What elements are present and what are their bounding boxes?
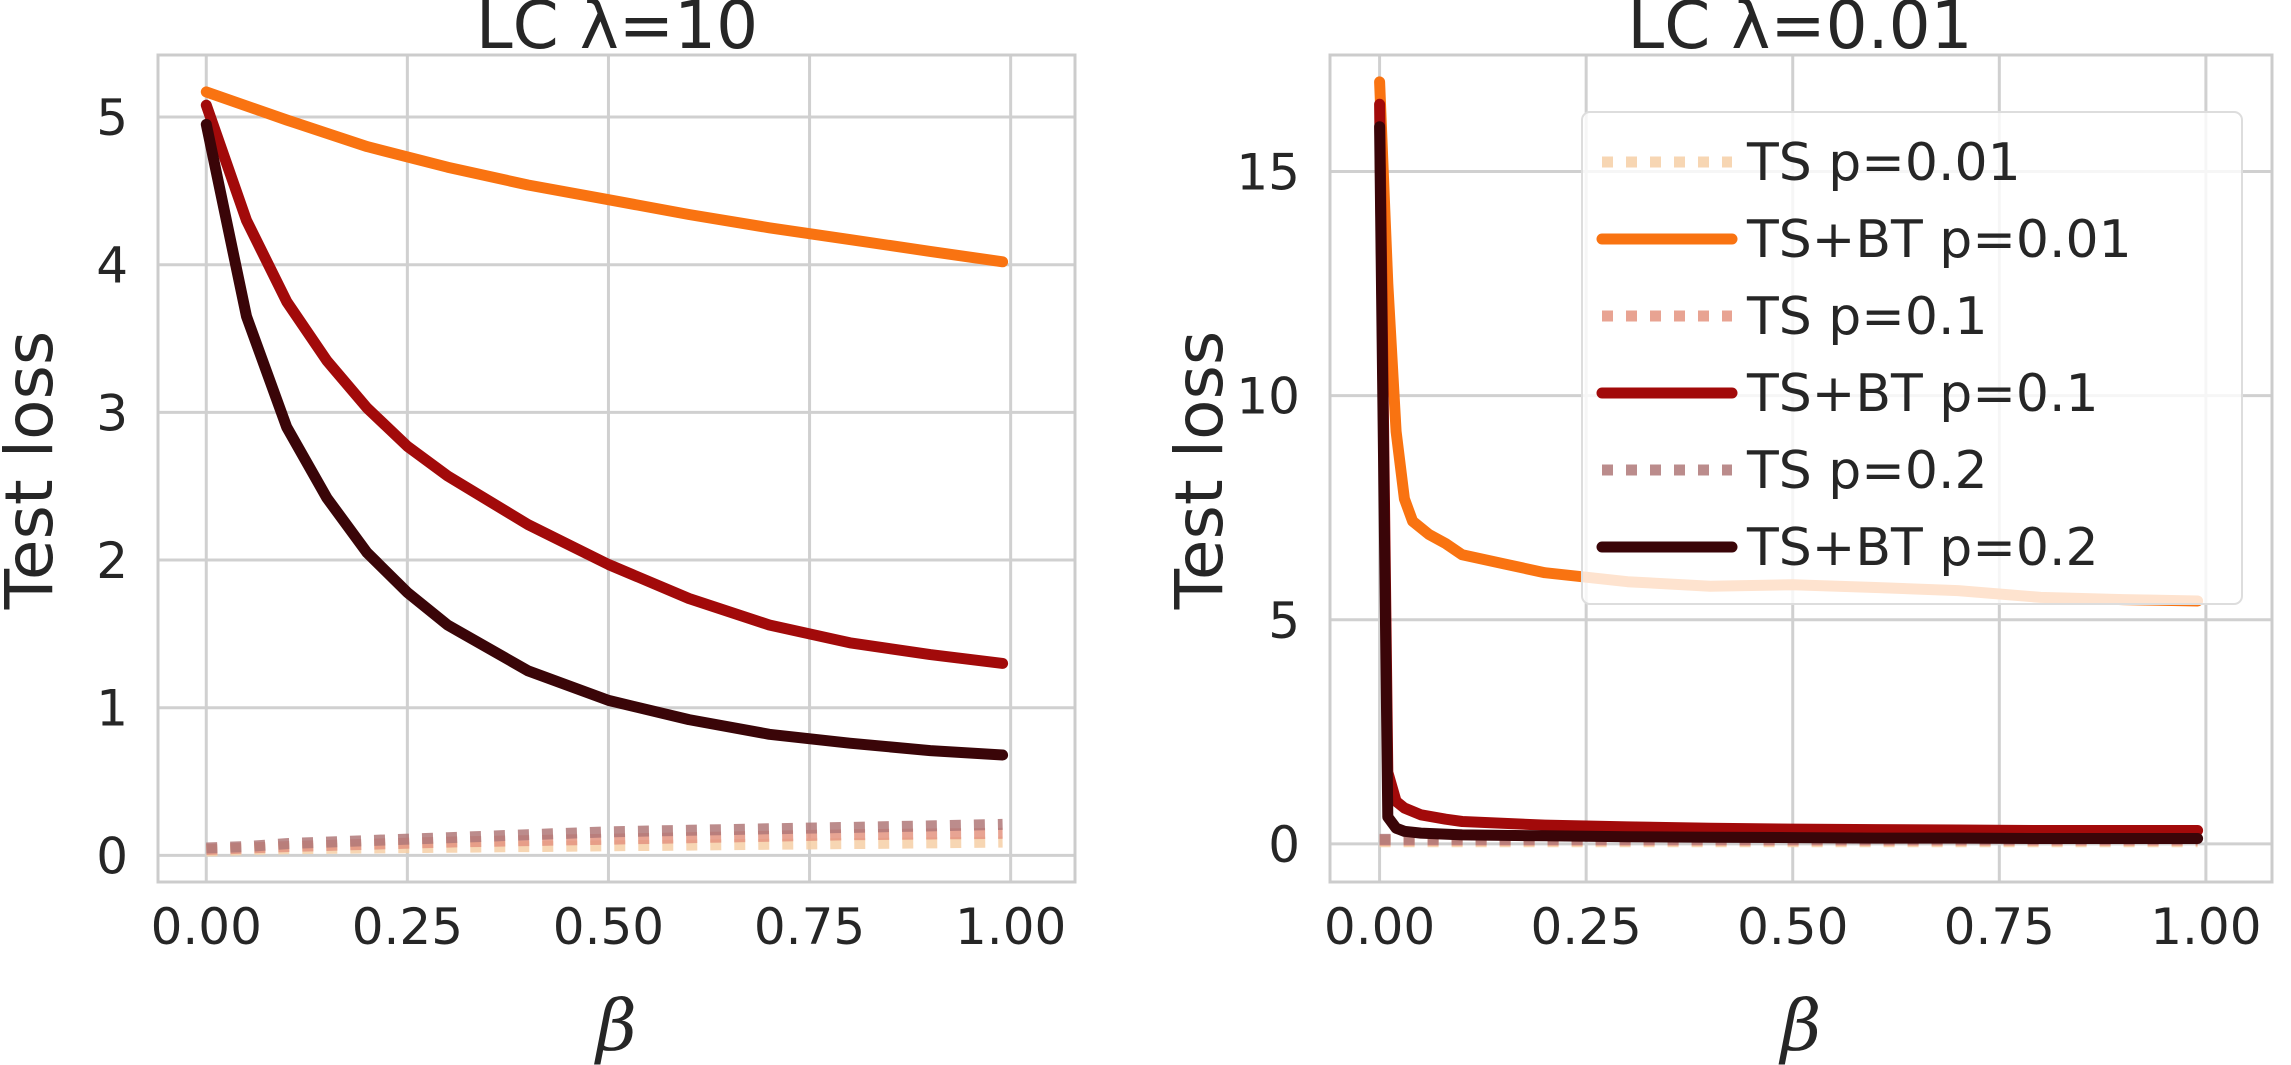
y-tick-label: 5 bbox=[96, 89, 128, 147]
series-line-ts-p-0-2 bbox=[206, 818, 1003, 854]
x-tick-label: 0.00 bbox=[1324, 898, 1435, 956]
series-line-ts-bt-p-0-1 bbox=[1374, 98, 2204, 836]
chart-title: LC λ=10 bbox=[476, 0, 758, 64]
y-tick-label: 10 bbox=[1236, 368, 1300, 426]
chart-title: LC λ=0.01 bbox=[1627, 0, 1972, 64]
y-axis-label: Test loss bbox=[0, 331, 68, 610]
legend-label: TS+BT p=0.2 bbox=[1746, 518, 2099, 578]
series-line-ts-bt-p-0-01 bbox=[200, 86, 1009, 268]
legend-label: TS p=0.01 bbox=[1746, 133, 2021, 193]
legend-label: TS+BT p=0.01 bbox=[1746, 210, 2132, 270]
y-tick-label: 3 bbox=[96, 384, 128, 442]
x-tick-label: 0.50 bbox=[1737, 898, 1848, 956]
x-tick-label: 0.00 bbox=[151, 898, 262, 956]
x-tick-label: 0.50 bbox=[553, 898, 664, 956]
x-tick-label: 0.25 bbox=[352, 898, 463, 956]
plot-frame bbox=[156, 53, 1077, 884]
series-line-ts-bt-p-0-2 bbox=[200, 118, 1009, 761]
x-tick-label: 1.00 bbox=[955, 898, 1066, 956]
x-tick-label: 0.75 bbox=[754, 898, 865, 956]
plot-frame bbox=[1328, 53, 2274, 884]
legend: TS p=0.01 TS+BT p=0.01 TS p=0.1 TS+BT p=0.1… bbox=[1581, 111, 2243, 605]
y-tick-label: 2 bbox=[96, 532, 128, 590]
chart-panel-lambda-0.01: 0.00 0.25 0.50 0.75 1.00 0 5 10 15 LC λ=0.01 Test … bbox=[1161, 0, 2274, 1065]
x-tick-label: 0.75 bbox=[1944, 898, 2055, 956]
series-line-ts-bt-p-0-2 bbox=[1374, 121, 2204, 844]
legend-box bbox=[1581, 111, 2243, 605]
legend-label: TS+BT p=0.1 bbox=[1746, 364, 2099, 424]
y-tick-label: 4 bbox=[96, 237, 128, 295]
y-tick-label: 15 bbox=[1236, 144, 1300, 202]
y-tick-label: 5 bbox=[1268, 592, 1300, 650]
legend-label: TS p=0.1 bbox=[1746, 287, 1988, 347]
x-tick-label: 1.00 bbox=[2150, 898, 2261, 956]
y-tick-label: 0 bbox=[96, 827, 128, 885]
y-tick-label: 0 bbox=[1268, 816, 1300, 874]
y-tick-label: 1 bbox=[96, 680, 128, 738]
series-line-ts-bt-p-0-1 bbox=[200, 99, 1009, 669]
x-axis-label: β bbox=[593, 985, 636, 1065]
legend-label: TS p=0.2 bbox=[1746, 441, 1988, 501]
y-axis-label: Test loss bbox=[1161, 331, 1238, 610]
x-axis-label: β bbox=[1778, 985, 1821, 1065]
chart-panel-lambda-10: 0.00 0.25 0.50 0.75 1.00 0 1 2 3 4 5 LC λ=10 Test lo… bbox=[0, 0, 1077, 1065]
x-tick-label: 0.25 bbox=[1530, 898, 1641, 956]
series-line-ts-p-0-01 bbox=[206, 836, 1003, 857]
